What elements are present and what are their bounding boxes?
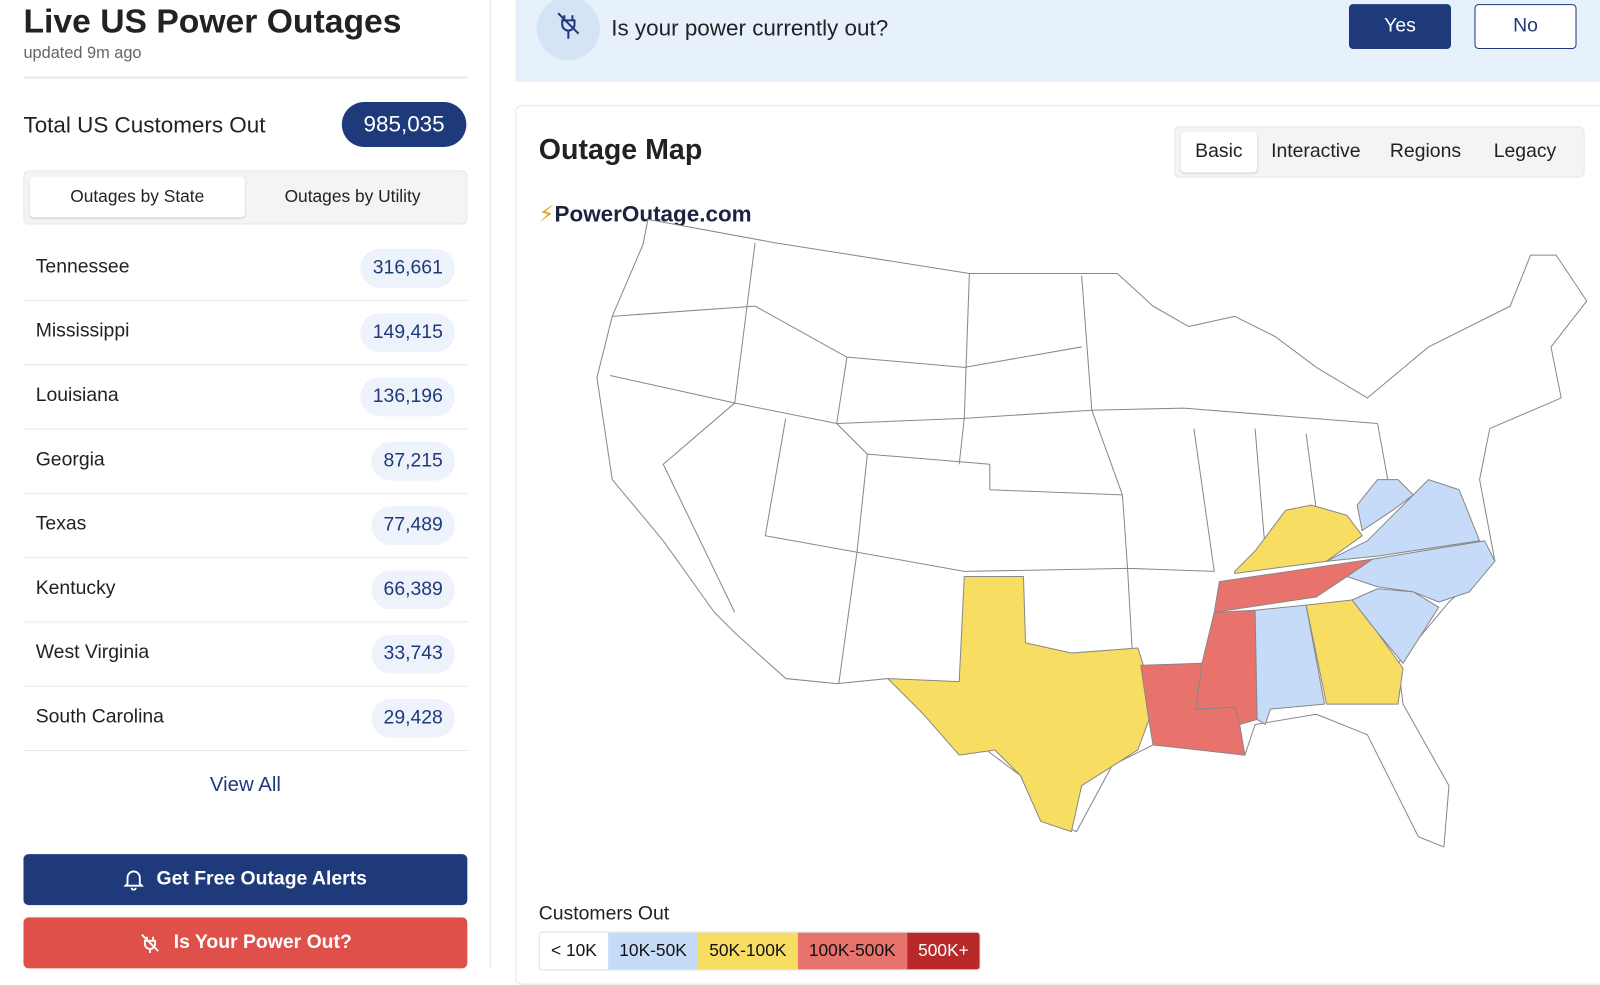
legend-item: < 10K <box>539 932 609 970</box>
power-out-label: Is Your Power Out? <box>173 931 352 954</box>
state-name: Louisiana <box>35 384 119 407</box>
legend-item: 500K+ <box>906 932 981 970</box>
map-card: Outage Map Basic Interactive Regions Legacy… <box>515 105 1600 985</box>
alerts-button[interactable]: Get Free Outage Alerts <box>23 854 468 906</box>
state-west-virginia <box>1356 479 1414 532</box>
state-name: Texas <box>35 513 87 535</box>
divider <box>23 76 468 79</box>
brand: ⚡PowerOutage.com <box>539 201 752 228</box>
page-title: Live US Power Outages <box>23 2 402 40</box>
plug-icon <box>141 934 160 954</box>
total-label: Total US Customers Out <box>23 112 266 138</box>
state-name: Mississippi <box>35 320 130 342</box>
state-name: West Virginia <box>35 641 150 664</box>
banner-question: Is your power currently out? <box>611 15 889 41</box>
state-tennessee <box>1213 558 1373 613</box>
state-count: 33,743 <box>371 634 456 674</box>
state-north-carolina <box>1346 540 1496 603</box>
state-count: 29,428 <box>371 698 456 738</box>
alerts-label: Get Free Outage Alerts <box>156 868 367 890</box>
state-count: 66,389 <box>371 570 456 610</box>
state-row[interactable]: West Virginia 33,743 <box>23 621 468 687</box>
state-texas <box>887 576 1152 833</box>
plug-icon <box>557 12 580 39</box>
bell-icon <box>123 870 145 891</box>
state-count: 316,661 <box>360 248 456 288</box>
state-name: Tennessee <box>35 256 130 278</box>
legend-item: 50K-100K <box>698 932 798 970</box>
sidebar: Live US Power Outages updated 9m ago Tot… <box>0 0 491 969</box>
state-row[interactable]: Mississippi 149,415 <box>23 300 468 366</box>
state-virginia <box>1326 479 1481 562</box>
state-borders <box>610 242 1389 684</box>
legend: < 10K 10K-50K 50K-100K 100K-500K 500K+ <box>538 931 982 971</box>
tab[interactable]: Outages by State <box>29 176 245 218</box>
yes-button[interactable]: Yes <box>1348 4 1452 49</box>
state-row[interactable]: Texas 77,489 <box>23 493 468 559</box>
legend-title: Customers Out <box>538 903 670 925</box>
legend-item: 10K-50K <box>608 932 699 970</box>
map-title: Outage Map <box>538 133 703 166</box>
state-row[interactable]: Tennessee 316,661 <box>23 236 468 302</box>
map-tab[interactable]: Legacy <box>1493 140 1557 163</box>
no-button[interactable]: No <box>1474 4 1577 49</box>
state-row[interactable]: South Carolina 29,428 <box>23 686 468 752</box>
state-row[interactable]: Louisiana 136,196 <box>23 364 468 430</box>
state-count: 77,489 <box>371 506 456 545</box>
banner-icon <box>536 0 600 61</box>
view-all[interactable]: View All <box>209 773 281 796</box>
updated: updated 9m ago <box>23 44 142 63</box>
state-name: South Carolina <box>35 706 164 728</box>
tab-bar: Outages by State Outages by Utility <box>23 170 468 225</box>
state-row[interactable]: Georgia 87,215 <box>23 429 468 494</box>
banner: Is your power currently out? Yes No <box>515 0 1600 82</box>
bolt: ⚡ <box>538 201 555 227</box>
legend-item: 100K-500K <box>797 932 907 970</box>
state-name: Georgia <box>35 448 105 471</box>
state-name: Kentucky <box>35 577 116 599</box>
map-tab[interactable]: Basic <box>1180 131 1258 173</box>
power-out-button[interactable]: Is Your Power Out? <box>23 917 468 969</box>
tab[interactable]: Outages by Utility <box>284 186 421 207</box>
state-south-carolina <box>1351 588 1440 664</box>
state-count: 136,196 <box>360 377 456 417</box>
total-value: 985,035 <box>341 102 467 147</box>
map-tab[interactable]: Regions <box>1389 140 1462 163</box>
state-count: 87,215 <box>371 441 456 481</box>
state-row[interactable]: Kentucky 66,389 <box>23 557 468 623</box>
map-tab[interactable]: Interactive <box>1271 140 1361 163</box>
state-count: 149,415 <box>360 313 456 353</box>
state-kentucky <box>1234 504 1363 574</box>
map-tabs: Basic Interactive Regions Legacy <box>1174 126 1585 178</box>
